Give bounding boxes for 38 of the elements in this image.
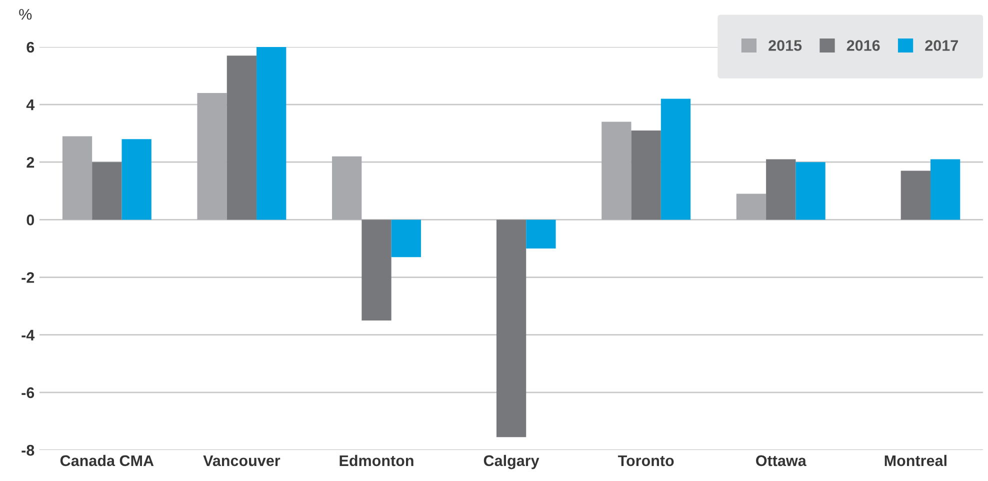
legend-label: 2016	[846, 40, 880, 51]
bar	[631, 130, 661, 220]
bar	[391, 220, 421, 258]
x-tick-label: Vancouver	[203, 455, 280, 466]
bar	[197, 93, 227, 220]
bar	[362, 220, 392, 320]
bar	[930, 159, 960, 220]
bar	[332, 156, 362, 220]
y-tick-label: 2	[26, 156, 34, 168]
x-tick-label: Montreal	[884, 454, 946, 466]
y-tick-label: 6	[26, 42, 34, 53]
legend-label: 2017	[925, 40, 958, 51]
bar	[900, 170, 930, 220]
x-tick-label: Ottawa	[756, 455, 806, 466]
bar	[796, 162, 826, 220]
y-tick-label: 0	[26, 214, 34, 226]
bar	[736, 194, 766, 220]
bar	[526, 220, 556, 248]
x-tick-label: Edmonton	[340, 454, 414, 466]
y-tick-label: -2	[22, 272, 34, 283]
bar	[92, 162, 122, 220]
x-tick-label: Canada CMA	[60, 454, 154, 466]
y-tick-label: -8	[22, 444, 34, 456]
bar	[660, 98, 691, 220]
bar	[122, 139, 152, 220]
x-tick-label: Calgary	[484, 454, 540, 470]
y-tick-label: -6	[22, 387, 34, 398]
legend-label: 2015	[768, 40, 802, 51]
y-axis-title: %	[19, 8, 32, 20]
y-tick-label: 4	[26, 100, 35, 110]
bar	[256, 46, 286, 220]
bar	[496, 220, 526, 438]
bar	[226, 56, 257, 220]
bar	[62, 136, 92, 220]
bar	[602, 122, 632, 220]
x-tick-label: Toronto	[618, 455, 674, 466]
bar	[766, 159, 796, 220]
y-tick-label: -4	[22, 330, 35, 340]
